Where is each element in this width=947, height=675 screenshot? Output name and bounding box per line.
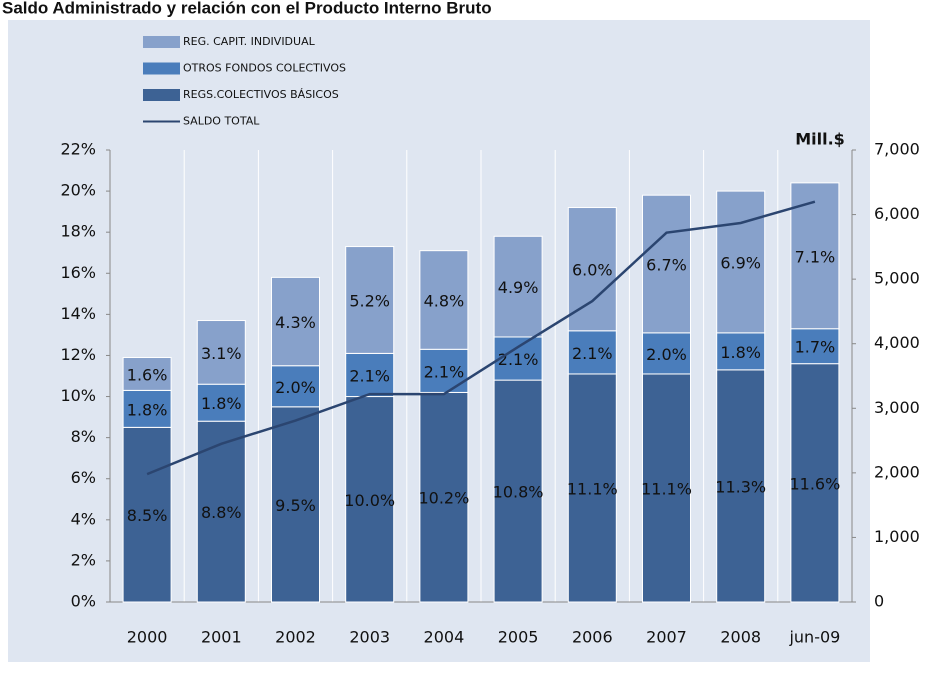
y2-tick-label: 2,000 [874, 462, 920, 481]
data-label: 2.1% [424, 362, 465, 381]
y-tick-label: 10% [60, 386, 96, 405]
bar-segment [196, 320, 246, 385]
line-series [146, 200, 816, 476]
data-label: 4.3% [275, 313, 316, 332]
bar-segment [493, 336, 543, 381]
data-label: 10.0% [344, 491, 395, 510]
y2-tick-label: 3,000 [874, 398, 920, 417]
x-tick-label: 2008 [720, 628, 761, 647]
data-label: 1.8% [201, 394, 242, 413]
bar-segment [790, 363, 840, 603]
bar-segment [122, 389, 172, 428]
legend-swatch [143, 89, 180, 101]
legend-label: REGS.COLECTIVOS BÁSICOS [183, 88, 339, 101]
data-label: 11.3% [715, 477, 766, 496]
bar-segment [493, 379, 543, 603]
y2-tick-label: 1,000 [874, 527, 920, 546]
data-label: 10.2% [418, 489, 469, 508]
data-label: 2.0% [275, 378, 316, 397]
bar-segment [345, 246, 395, 354]
data-label: 4.8% [424, 291, 465, 310]
bar-segment [716, 190, 766, 334]
chart-title: Saldo Administrado y relación con el Pro… [2, 0, 492, 17]
y-tick-label: 12% [60, 345, 96, 364]
data-label: 11.1% [641, 479, 692, 498]
bar-segment [642, 332, 691, 375]
data-label: 5.2% [349, 291, 390, 310]
bar-segment [271, 276, 320, 367]
y-tick-label: 14% [60, 304, 96, 323]
y2-axis-label: Mill.$ [795, 130, 845, 149]
x-tick-label: 2001 [201, 628, 242, 647]
x-tick-label: 2006 [572, 628, 613, 647]
y2-tick-label: 6,000 [874, 204, 920, 223]
bar-segment [716, 369, 766, 603]
bar-segment [271, 406, 320, 603]
data-label: 8.8% [201, 503, 242, 522]
x-tick-label: 2007 [646, 628, 687, 647]
bar-segment [419, 391, 469, 603]
bar-segment [567, 373, 617, 603]
bar-segment [493, 235, 543, 338]
data-label: 1.8% [127, 400, 168, 419]
y2-tick-label: 7,000 [874, 140, 920, 159]
legend-label: REG. CAPIT. INDIVIDUAL [183, 35, 316, 48]
bar-segment [642, 194, 691, 334]
x-tick-label: 2004 [424, 628, 465, 647]
bar-segment [196, 383, 246, 422]
bar-segment [642, 373, 691, 603]
x-tick-label: jun-09 [788, 628, 840, 647]
data-label: 1.7% [795, 338, 836, 357]
y-tick-label: 0% [71, 592, 96, 611]
data-label: 7.1% [795, 247, 836, 266]
y2-tick-label: 4,000 [874, 333, 920, 352]
x-tick-label: 2000 [127, 628, 168, 647]
data-label: 2.0% [646, 345, 687, 364]
bar-segment [122, 357, 172, 391]
y-tick-label: 16% [60, 263, 96, 282]
data-label: 1.8% [720, 343, 761, 362]
data-label: 4.9% [498, 278, 539, 297]
data-label: 6.7% [646, 256, 687, 275]
y2-tick-label: 0 [874, 592, 884, 611]
y-tick-label: 2% [71, 550, 96, 569]
x-tick-label: 2003 [349, 628, 390, 647]
data-label: 2.1% [349, 366, 390, 385]
data-label: 1.6% [127, 365, 168, 384]
bar-segment [122, 426, 172, 603]
legend-label: OTROS FONDOS COLECTIVOS [183, 62, 346, 75]
y-tick-label: 20% [60, 181, 96, 200]
data-label: 2.1% [572, 344, 613, 363]
y-tick-label: 8% [71, 427, 96, 446]
data-label: 6.9% [720, 253, 761, 272]
x-tick-label: 2002 [275, 628, 316, 647]
y2-tick-label: 5,000 [874, 269, 920, 288]
y-tick-label: 18% [60, 222, 96, 241]
data-label: 3.1% [201, 344, 242, 363]
y-tick-label: 6% [71, 468, 96, 487]
data-label: 8.5% [127, 506, 168, 525]
legend-swatch [143, 36, 180, 48]
bar-segment [345, 352, 395, 398]
data-label: 10.8% [493, 483, 544, 502]
data-label: 11.1% [567, 479, 618, 498]
bar-segment [345, 396, 395, 603]
data-label: 2.1% [498, 350, 539, 369]
y-tick-label: 4% [71, 509, 96, 528]
y-tick-label: 22% [60, 140, 96, 159]
bar-segment [567, 330, 617, 375]
bar-segment [716, 332, 766, 371]
data-label: 9.5% [275, 496, 316, 515]
bar-segment [419, 250, 469, 350]
legend-label: SALDO TOTAL [183, 115, 260, 128]
x-tick-label: 2005 [498, 628, 539, 647]
data-label: 6.0% [572, 261, 613, 280]
legend-swatch [143, 62, 180, 75]
data-label: 11.6% [789, 474, 840, 493]
bar-segment [271, 365, 320, 408]
